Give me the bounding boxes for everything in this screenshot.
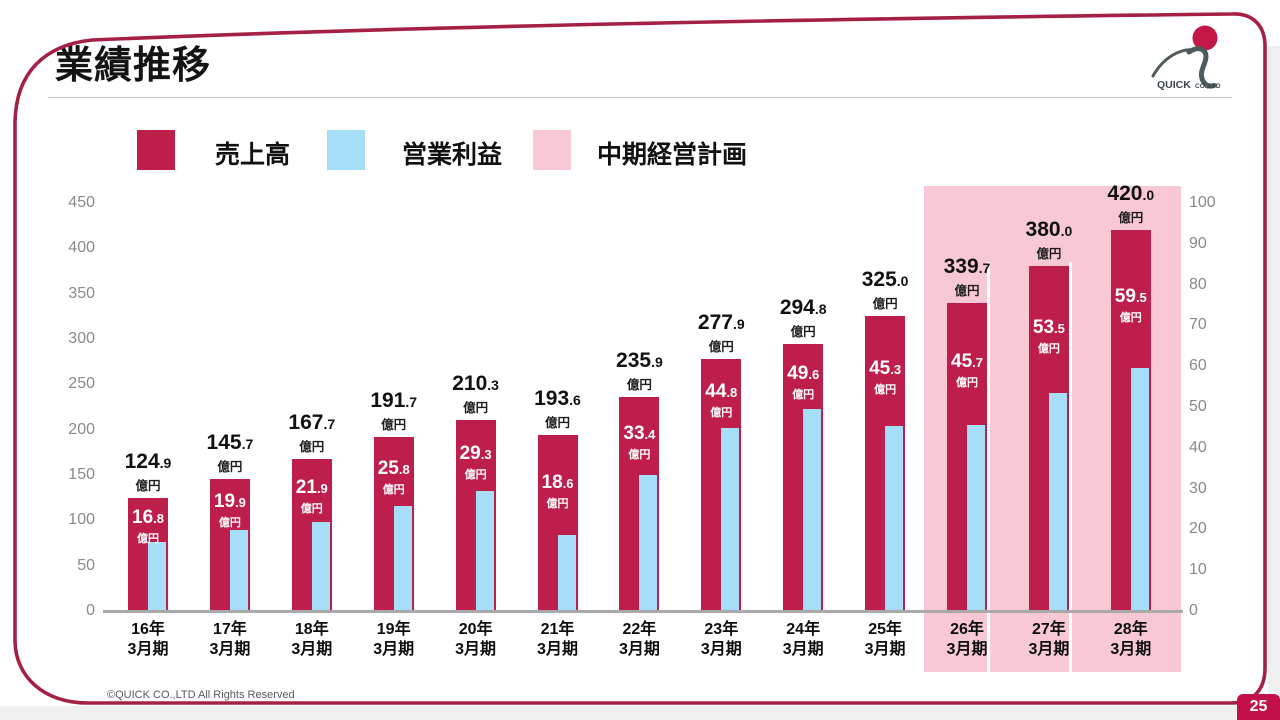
operating-profit-bar	[148, 542, 166, 611]
revenue-value-label: 339.7 億円	[943, 255, 991, 299]
operating-profit-bar	[557, 535, 576, 611]
y-axis-left-tick: 0	[86, 602, 95, 619]
operating-profit-value-label: 49.6 億円	[787, 363, 820, 402]
y-axis-right-tick: 90	[1189, 234, 1207, 252]
revenue-value-label: 325.0 億円	[861, 268, 909, 312]
revenue-value-label: 191.7 億円	[370, 389, 418, 433]
x-axis-category-label: 25年 3月期	[864, 621, 906, 658]
operating-profit-value-label: 19.9 億円	[213, 491, 246, 530]
page-margin-right	[1268, 46, 1280, 720]
x-axis-category-label: 27年 3月期	[1028, 621, 1070, 658]
operating-profit-bar	[1130, 368, 1149, 611]
y-axis-left-tick: 450	[68, 194, 95, 211]
revenue-value-label: 420.0 億円	[1107, 182, 1155, 226]
revenue-value-label: 193.6 億円	[534, 387, 581, 431]
operating-profit-value-label: 18.6 億円	[541, 472, 574, 511]
page-margin-bottom	[0, 706, 1280, 720]
y-axis-left-tick: 250	[68, 375, 95, 393]
x-axis-category-label: 24年 3月期	[782, 621, 824, 658]
operating-profit-bar	[1048, 392, 1067, 611]
revenue-value-label: 277.9 億円	[697, 311, 745, 355]
operating-profit-bar	[475, 491, 494, 611]
operating-profit-value-label: 44.8 億円	[705, 380, 738, 419]
x-axis-category-label: 20年 3月期	[455, 621, 497, 658]
x-axis-category-label: 17年 3月期	[209, 621, 251, 658]
revenue-value-label: 380.0 億円	[1025, 218, 1073, 262]
y-axis-right-tick: 0	[1189, 602, 1198, 619]
y-axis-right-tick: 50	[1189, 398, 1207, 415]
y-axis-right-tick: 70	[1189, 316, 1207, 334]
revenue-value-label: 145.7 億円	[206, 430, 254, 474]
y-axis-left-tick: 350	[68, 284, 95, 302]
revenue-value-label: 124.9 億円	[124, 449, 172, 493]
operating-profit-bar	[393, 505, 412, 611]
x-axis-baseline	[103, 610, 1183, 613]
revenue-value-label: 210.3 億円	[452, 372, 499, 416]
operating-profit-bar	[967, 424, 985, 611]
operating-profit-value-label: 16.8 億円	[132, 507, 164, 546]
y-axis-right-tick: 80	[1189, 275, 1207, 293]
operating-profit-value-label: 29.3 億円	[459, 442, 492, 481]
x-axis-category-label: 28年 3月期	[1110, 621, 1152, 658]
x-axis-category-label: 16年 3月期	[127, 621, 169, 658]
x-axis-category-label: 26年 3月期	[946, 621, 988, 658]
operating-profit-value-label: 59.5 億円	[1114, 286, 1147, 325]
operating-profit-bar	[721, 428, 740, 611]
x-axis-category-label: 22年 3月期	[618, 621, 660, 658]
y-axis-left-tick: 100	[68, 511, 95, 529]
footer-copyright: ©QUICK CO.,LTD All Rights Reserved	[107, 689, 295, 701]
y-axis-right-tick: 20	[1189, 520, 1207, 538]
x-axis-category-label: 19年 3月期	[373, 621, 415, 658]
page-number-badge: 25	[1237, 694, 1280, 720]
y-axis-right-tick: 40	[1189, 438, 1207, 456]
operating-profit-value-label: 25.8 億円	[377, 458, 410, 497]
revenue-value-label: 167.7 億円	[288, 410, 336, 454]
x-axis-category-label: 23年 3月期	[700, 621, 742, 658]
y-axis-left-tick: 150	[68, 466, 95, 483]
x-axis-category-label: 18年 3月期	[291, 621, 333, 658]
operating-profit-value-label: 53.5 億円	[1032, 316, 1065, 355]
operating-profit-bar	[229, 529, 248, 611]
operating-profit-bar	[639, 474, 658, 611]
y-axis-left-tick: 300	[68, 330, 95, 347]
x-axis-category-label: 21年 3月期	[537, 621, 578, 658]
revenue-value-label: 294.8 億円	[779, 295, 827, 339]
operating-profit-bar	[803, 408, 822, 611]
page-number: 25	[1249, 698, 1268, 715]
operating-profit-value-label: 21.9 億円	[295, 477, 328, 516]
y-axis-left-tick: 50	[77, 556, 95, 574]
y-axis-left-tick: 200	[68, 420, 95, 438]
operating-profit-value-label: 45.3 億円	[869, 358, 902, 397]
y-axis-right-tick: 100	[1189, 194, 1216, 211]
y-axis-left-tick: 400	[68, 239, 95, 257]
y-axis-right-tick: 30	[1189, 479, 1207, 497]
revenue-value-label: 235.9 億円	[616, 349, 663, 393]
operating-profit-bar	[885, 426, 904, 611]
operating-profit-bar	[311, 521, 330, 611]
y-axis-right-tick: 10	[1189, 561, 1207, 579]
y-axis-right-tick: 60	[1189, 357, 1207, 375]
operating-profit-value-label: 45.7 億円	[951, 350, 983, 389]
operating-profit-value-label: 33.4 億円	[623, 422, 656, 461]
